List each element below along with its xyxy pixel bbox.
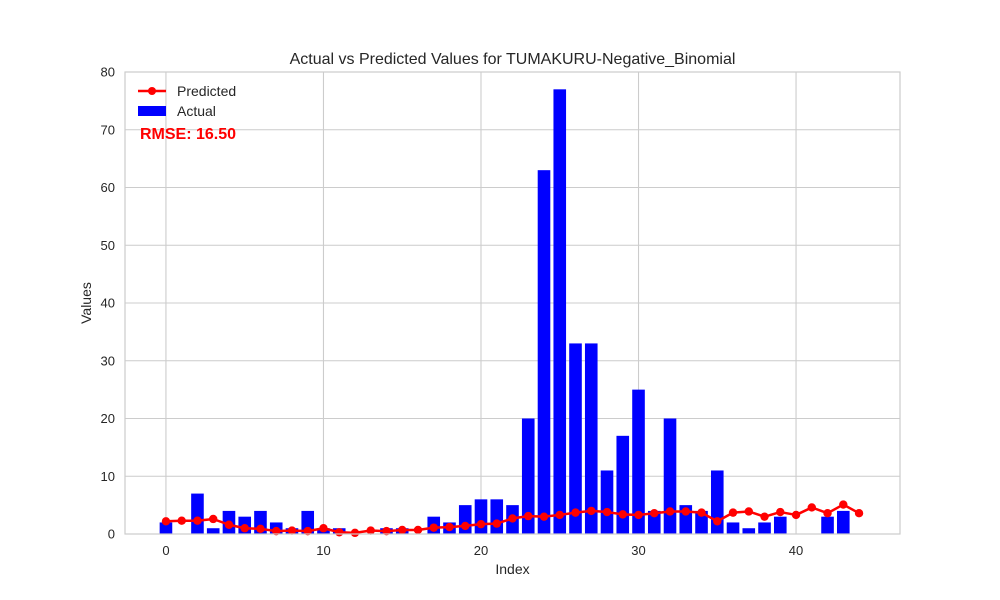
predicted-point <box>366 526 375 535</box>
predicted-point <box>492 519 501 528</box>
actual-bar <box>521 418 535 534</box>
predicted-point <box>634 510 643 520</box>
x-tick-label: 40 <box>789 543 803 558</box>
actual-bar <box>569 343 582 534</box>
rmse-annotation: RMSE: 16.50 <box>140 126 236 143</box>
predicted-point <box>681 507 690 516</box>
actual-bar <box>191 493 204 534</box>
y-tick-label: 20 <box>101 411 115 426</box>
chart-title: Actual vs Predicted Values for TUMAKURU-… <box>290 51 736 68</box>
predicted-point <box>713 517 722 526</box>
y-tick-label: 40 <box>101 296 115 311</box>
predicted-point <box>303 526 312 536</box>
y-axis-label: Values <box>78 282 94 324</box>
actual-bar <box>726 522 740 534</box>
y-tick-label: 70 <box>101 122 115 137</box>
y-tick-labels: 0 10 20 30 40 50 60 70 80 <box>101 65 115 542</box>
predicted-point <box>319 524 328 533</box>
actual-bar <box>632 389 645 534</box>
legend-predicted-label: Predicted <box>177 83 236 99</box>
predicted-line <box>161 500 864 538</box>
predicted-point <box>728 508 738 517</box>
predicted-point <box>665 507 675 516</box>
predicted-point <box>807 503 816 512</box>
y-tick-label: 30 <box>101 353 115 368</box>
predicted-point <box>524 511 533 521</box>
predicted-point <box>555 510 564 520</box>
x-tick-label: 30 <box>631 543 645 558</box>
actual-bar <box>710 470 724 534</box>
actual-bar <box>206 528 220 534</box>
predicted-point <box>823 509 832 518</box>
actual-bar <box>600 470 614 534</box>
x-tick-labels: 0 10 20 30 40 <box>162 543 803 558</box>
actual-bar <box>537 170 551 535</box>
actual-bar <box>663 418 677 534</box>
predicted-point <box>461 521 470 531</box>
predicted-point <box>744 507 753 516</box>
predicted-point <box>209 514 218 524</box>
actual-bar <box>773 516 787 534</box>
predicted-point <box>445 522 454 532</box>
actual-bar <box>301 510 315 534</box>
predicted-point <box>587 506 596 516</box>
actual-bar <box>553 89 567 534</box>
predicted-point <box>476 519 486 529</box>
predicted-point <box>335 528 344 537</box>
predicted-point <box>508 514 517 523</box>
legend-predicted-marker-swatch <box>148 87 156 95</box>
predicted-point <box>429 523 438 532</box>
actual-bar <box>647 510 661 534</box>
predicted-point <box>776 507 785 517</box>
predicted-point <box>413 525 423 535</box>
predicted-point <box>350 528 360 538</box>
legend-actual-swatch <box>138 106 166 116</box>
actual-bar <box>616 435 630 534</box>
x-tick-label: 0 <box>162 543 169 558</box>
x-tick-label: 10 <box>316 543 330 558</box>
actual-bar <box>490 499 504 534</box>
predicted-point <box>256 524 265 534</box>
predicted-point <box>791 510 801 520</box>
predicted-point <box>571 508 580 517</box>
predicted-point <box>272 526 281 536</box>
y-tick-label: 80 <box>101 65 115 80</box>
legend: Predicted Actual <box>138 83 236 119</box>
predicted-point <box>398 525 407 535</box>
predicted-point <box>618 510 627 519</box>
actual-bar <box>695 510 708 534</box>
actual-bar <box>758 522 771 534</box>
plot-frame <box>124 71 901 535</box>
actual-bar <box>821 516 834 534</box>
predicted-point <box>161 517 171 526</box>
predicted-point <box>602 507 612 517</box>
predicted-point <box>224 520 234 529</box>
y-tick-label: 60 <box>101 180 115 195</box>
predicted-point <box>697 508 706 517</box>
predicted-point <box>382 526 391 536</box>
predicted-point <box>287 526 297 535</box>
actual-bar <box>836 510 850 534</box>
actual-bar <box>584 343 598 534</box>
predicted-point <box>650 509 659 518</box>
predicted-point <box>177 516 186 525</box>
predicted-point <box>193 516 202 525</box>
x-tick-label: 20 <box>474 543 488 558</box>
predicted-point <box>839 500 848 509</box>
actual-bar <box>474 499 488 534</box>
actual-bar <box>159 522 173 534</box>
actual-bar <box>742 528 756 534</box>
predicted-point <box>539 512 549 521</box>
predicted-point <box>240 524 249 533</box>
predicted-point <box>854 509 864 518</box>
y-tick-label: 10 <box>101 469 115 484</box>
legend-actual-label: Actual <box>177 103 216 119</box>
y-tick-label: 50 <box>101 238 115 253</box>
y-tick-label: 0 <box>108 527 115 542</box>
predicted-point <box>760 512 769 521</box>
x-axis-label: Index <box>495 561 529 577</box>
